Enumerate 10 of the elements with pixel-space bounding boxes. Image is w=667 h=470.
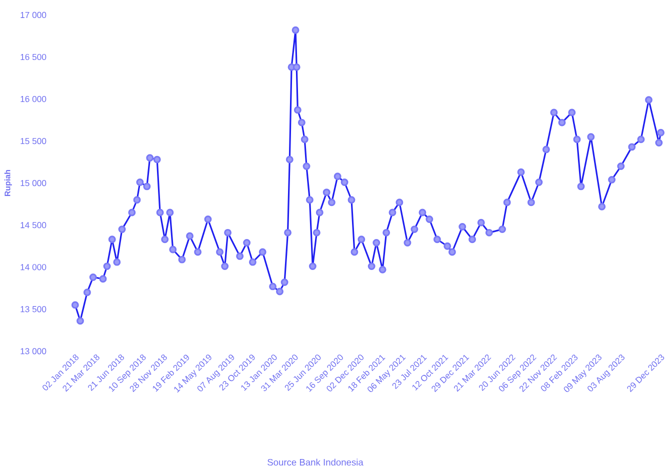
y-tick-label: 16 500 [20,54,46,60]
y-tick-label: 14 500 [20,222,46,228]
y-tick-label: 15 500 [20,138,46,144]
y-tick-label: 14 000 [20,264,46,270]
y-tick-label: 17 000 [20,12,46,18]
y-tick-label: 16 000 [20,96,46,102]
y-tick-label: 13 000 [20,348,46,354]
source-note: Source Bank Indonesia [268,458,364,466]
y-tick-label: 15 000 [20,180,46,186]
y-tick-label: 13 500 [20,306,46,312]
